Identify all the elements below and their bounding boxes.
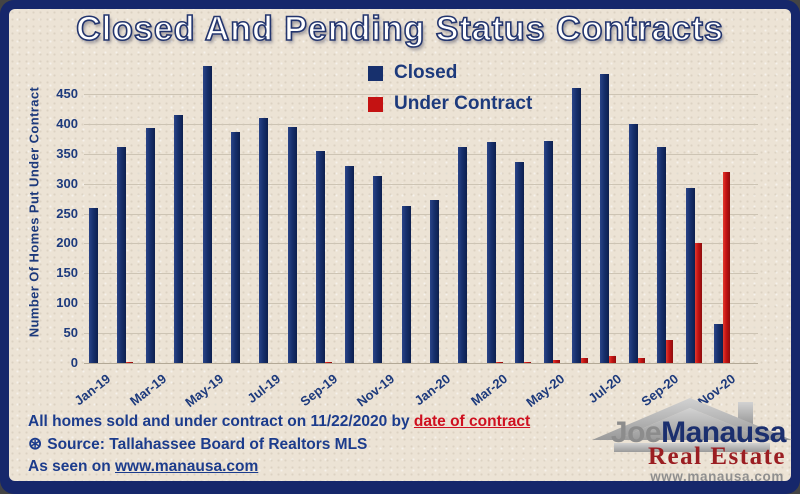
bar-under-contract xyxy=(126,361,134,363)
gridline-200 xyxy=(84,243,758,245)
legend-item-under-contract: Under Contract xyxy=(368,93,532,115)
bar-closed xyxy=(174,114,184,363)
source-text: Source: Tallahassee Board of Realtors ML… xyxy=(47,436,368,453)
bar-closed xyxy=(259,117,269,363)
x-tick-label: May-19 xyxy=(182,371,227,410)
logo-tagline: Real Estate xyxy=(648,443,786,470)
bar-under-contract xyxy=(609,355,617,363)
x-tick-label: Jan-19 xyxy=(71,371,113,409)
gridline-450 xyxy=(84,94,758,95)
company-logo: JoeManausa Real Estate www.manausa.com xyxy=(580,384,800,494)
bar-closed xyxy=(117,146,127,363)
bar-closed xyxy=(202,65,212,363)
bar-closed xyxy=(145,128,155,363)
y-tick-label: 250 xyxy=(56,205,78,221)
bar-closed xyxy=(458,146,468,363)
logo-first-name: Joe xyxy=(610,416,662,449)
bar-closed xyxy=(685,188,695,363)
gridline-50 xyxy=(84,333,758,335)
house-icon xyxy=(592,398,792,452)
bar-closed xyxy=(714,324,724,363)
x-tick-label: Sep-19 xyxy=(297,371,341,410)
legend-item-closed: Closed xyxy=(368,62,532,84)
compass-rose-icon: ⊛ xyxy=(28,434,43,453)
bar-closed xyxy=(373,176,383,363)
bar-closed xyxy=(401,206,411,363)
bar-under-contract xyxy=(552,360,560,363)
bar-under-contract xyxy=(524,361,532,363)
gridline-150 xyxy=(84,273,758,275)
logo-last-name: Manausa xyxy=(661,416,786,449)
closed-swatch-icon xyxy=(368,65,383,81)
legend: Closed Under Contract xyxy=(368,62,532,124)
chart-title: Closed And Pending Status Contracts xyxy=(75,9,724,49)
x-axis-line xyxy=(84,363,758,364)
logo-name: JoeManausa xyxy=(610,416,787,450)
y-tick-label: 300 xyxy=(56,175,78,191)
y-tick-label: 0 xyxy=(70,355,78,370)
legend-label-closed: Closed xyxy=(394,62,458,83)
date-of-contract-link[interactable]: date of contract xyxy=(413,413,531,430)
as-seen-on-text: As seen on xyxy=(28,458,115,475)
y-tick-label: 350 xyxy=(56,145,78,161)
gridline-100 xyxy=(84,303,758,305)
bar-closed xyxy=(344,165,354,363)
manausa-site-link[interactable]: www.manausa.com xyxy=(115,458,259,475)
bar-closed xyxy=(486,141,496,363)
x-tick-label: Jan-20 xyxy=(411,371,454,409)
y-axis-title: Number Of Homes Put Under Contract xyxy=(26,86,42,338)
bar-closed xyxy=(429,200,439,363)
x-tick-label: Jul-19 xyxy=(244,371,284,406)
bar-under-contract xyxy=(723,171,731,363)
bar-closed xyxy=(600,74,610,363)
gridline-300 xyxy=(84,183,758,185)
bar-under-contract xyxy=(325,361,333,363)
y-tick-label: 150 xyxy=(56,265,78,281)
y-tick-label: 100 xyxy=(56,295,78,311)
y-tick-label: 400 xyxy=(56,115,78,131)
footer-line1-text: All homes sold and under contract on 11/… xyxy=(28,413,414,430)
y-tick-label: 200 xyxy=(56,235,78,251)
bar-under-contract xyxy=(580,358,588,363)
bar-closed xyxy=(287,126,297,363)
footer-notes: All homes sold and under contract on 11/… xyxy=(28,411,530,478)
x-tick-label: May-20 xyxy=(523,371,568,410)
y-tick-label: 50 xyxy=(63,325,78,341)
x-tick-label: Nov-19 xyxy=(353,371,397,410)
bar-closed xyxy=(515,162,525,363)
y-tick-label: 450 xyxy=(56,86,78,101)
bar-under-contract xyxy=(637,357,645,363)
bar-closed xyxy=(628,123,638,363)
under-contract-swatch-icon xyxy=(368,96,383,112)
footer-line-2: ⊛ Source: Tallahassee Board of Realtors M… xyxy=(28,433,530,456)
bar-closed xyxy=(316,150,326,363)
bar-closed xyxy=(543,141,553,363)
x-tick-label: Mar-19 xyxy=(127,371,170,409)
legend-label-under-contract: Under Contract xyxy=(394,93,533,114)
gridline-250 xyxy=(84,213,758,215)
x-tick-label: Mar-20 xyxy=(468,371,511,409)
gridline-350 xyxy=(84,153,758,155)
logo-url: www.manausa.com xyxy=(650,469,784,484)
bar-under-contract xyxy=(694,243,702,363)
bar-under-contract xyxy=(666,340,674,363)
bar-under-contract xyxy=(495,361,503,363)
bar-closed xyxy=(231,132,241,363)
footer-line-1: All homes sold and under contract on 11/… xyxy=(28,411,530,433)
bar-closed xyxy=(571,88,581,363)
bar-closed xyxy=(89,207,98,363)
gridline-400 xyxy=(84,123,758,125)
footer-line-3: As seen on www.manausa.com xyxy=(28,456,530,478)
bar-closed xyxy=(657,146,667,363)
